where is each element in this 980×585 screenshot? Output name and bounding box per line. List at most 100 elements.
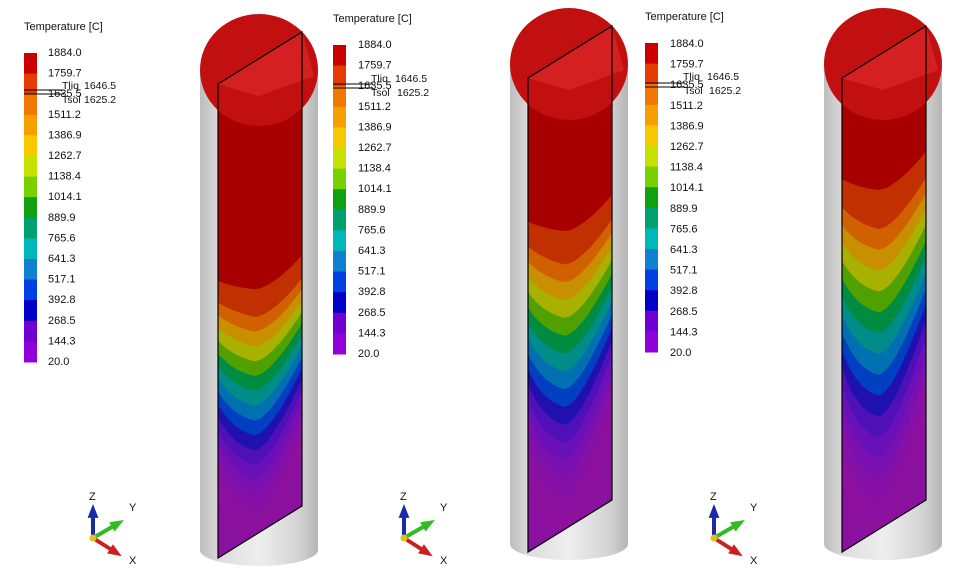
axis-triad-1: Z Y X [87, 491, 137, 567]
x-axis-arrow [91, 536, 122, 557]
legend-swatch [333, 209, 346, 231]
legend-swatch [24, 300, 37, 322]
legend-level-label: 641.3 [358, 245, 386, 257]
legend-level-label: 1138.4 [48, 171, 81, 183]
cylinder-1 [200, 14, 318, 566]
legend-title: Temperature [C] [645, 11, 724, 23]
z-axis-label: Z [400, 491, 407, 503]
legend-level-label: 1138.4 [358, 163, 391, 175]
legend-level-label: 144.3 [358, 327, 386, 339]
tliq-value: 1646.5 [707, 71, 739, 83]
legend-title: Temperature [C] [24, 21, 103, 33]
top-cap-cut [218, 32, 314, 96]
top-cap-cut [528, 26, 624, 90]
cylinder-2 [510, 8, 628, 560]
cut-plane-outline [841, 24, 927, 554]
legend-level-label: 144.3 [48, 335, 76, 347]
panel-1: Temperature [C] 1884.0 1759.7 1635.5 1511.2… [24, 14, 318, 567]
legend-swatch [24, 259, 37, 281]
y-axis-label: Y [440, 502, 448, 514]
legend-level-label: 1759.7 [670, 59, 704, 71]
legend-level-label: 20.0 [670, 347, 691, 359]
phase-markers: Tliq 1646.5 Tsol 1625.2 [24, 80, 116, 106]
legend-level-label: 641.3 [670, 244, 698, 256]
legend-level-label: 765.6 [670, 223, 698, 235]
legend-level-label: 1014.1 [48, 191, 82, 203]
legend-swatch [333, 148, 346, 170]
axis-triad-3: Z Y X [708, 491, 758, 567]
tliq-label: Tliq [371, 73, 388, 85]
legend-swatch [24, 217, 37, 239]
phase-markers: Tliq 1646.5 Tsol 1625.2 [645, 71, 741, 97]
z-axis-arrow [398, 504, 410, 538]
legend-swatch [24, 135, 37, 157]
legend-swatch [333, 230, 346, 252]
legend-swatch [24, 320, 37, 342]
legend-swatch [645, 290, 658, 312]
legend-level-label: 517.1 [670, 265, 698, 277]
legend-swatch [24, 53, 37, 75]
cut-plane-outline [217, 30, 303, 560]
legend-swatch [645, 187, 658, 209]
legend-level-label: 1635.5 [670, 79, 704, 91]
legend-level-label: 392.8 [358, 286, 386, 298]
legend-swatch [645, 207, 658, 229]
legend-level-label: 268.5 [670, 306, 698, 318]
tliq-label: Tliq [62, 80, 79, 92]
legend-swatch [24, 73, 37, 95]
legend-1: Temperature [C] 1884.0 1759.7 1635.5 1511.2… [24, 21, 116, 368]
x-axis-arrow [712, 536, 743, 557]
cylinder-3 [824, 8, 942, 560]
legend-level-label: 889.9 [670, 203, 698, 215]
legend-swatch [24, 341, 37, 363]
top-cap-cut [842, 26, 938, 90]
legend-swatch [645, 146, 658, 168]
phase-markers: Tliq 1646.5 Tsol 1625.2 [333, 73, 429, 99]
origin-dot [710, 534, 718, 542]
legend-level-label: 1262.7 [358, 142, 392, 154]
y-axis-label: Y [750, 502, 758, 514]
legend-swatch [645, 84, 658, 106]
legend-swatch [24, 197, 37, 219]
legend-swatch [645, 228, 658, 250]
legend-level-label: 1884.0 [358, 39, 392, 51]
y-axis-label: Y [129, 502, 137, 514]
tliq-label: Tliq [683, 71, 700, 83]
legend-level-label: 641.3 [48, 253, 76, 265]
legend-swatch [333, 106, 346, 128]
legend-swatch [645, 125, 658, 147]
panel-2: Temperature [C] 1884.0 1759.7 1635.5 1511.2… [333, 8, 628, 567]
tsol-label: Tsol [684, 85, 703, 97]
legend-level-label: 1511.2 [670, 100, 703, 112]
tsol-value: 1625.2 [397, 87, 429, 99]
legend-level-label: 1138.4 [670, 162, 703, 174]
legend-level-label: 1014.1 [358, 183, 392, 195]
x-axis-arrow [402, 536, 433, 557]
legend-swatch [645, 166, 658, 188]
legend-swatch [645, 331, 658, 353]
legend-swatch [24, 114, 37, 136]
legend-swatch [333, 189, 346, 211]
legend-level-label: 268.5 [358, 307, 386, 319]
legend-level-label: 1386.9 [670, 120, 704, 132]
panel-3: Temperature [C] 1884.0 1759.7 1635.5 1511.2… [645, 8, 942, 567]
legend-level-label: 1884.0 [48, 47, 82, 59]
z-axis-label: Z [89, 491, 96, 503]
legend-swatch [24, 279, 37, 301]
legend-swatch [24, 156, 37, 178]
y-axis-arrow [91, 519, 124, 540]
x-axis-label: X [129, 555, 137, 567]
tsol-value: 1625.2 [709, 85, 741, 97]
z-axis-label: Z [710, 491, 717, 503]
origin-dot [400, 534, 408, 542]
tsol-label: Tsol [371, 87, 390, 99]
origin-dot [89, 534, 97, 542]
legend-level-label: 1635.5 [48, 88, 82, 100]
tsol-label: Tsol [62, 94, 81, 106]
legend-swatch [24, 176, 37, 198]
legend-swatch [333, 65, 346, 87]
legend-swatch [333, 251, 346, 273]
legend-level-label: 144.3 [670, 326, 698, 338]
legend-level-label: 765.6 [358, 224, 386, 236]
